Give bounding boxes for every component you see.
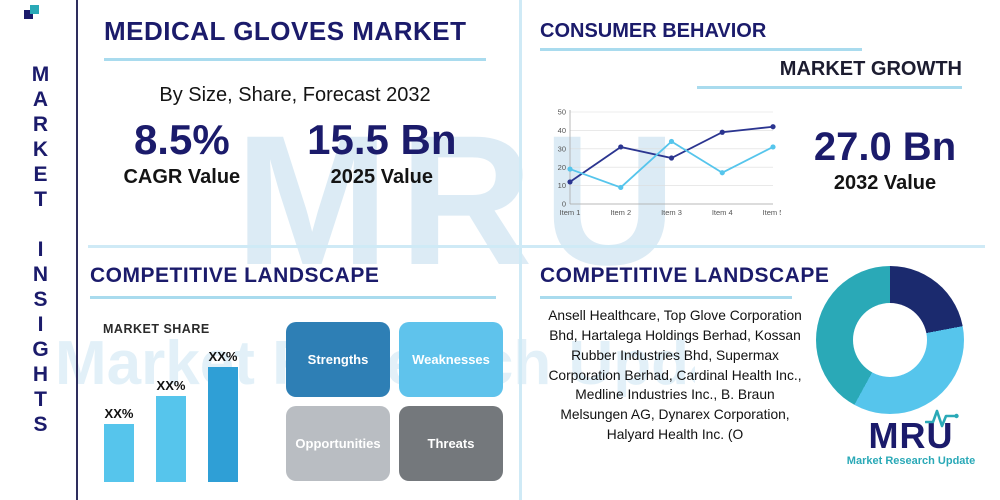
competitive-landscape-right-underline bbox=[540, 296, 792, 299]
logo-square-teal-icon bbox=[30, 5, 39, 14]
market-share-bar-group: XX% bbox=[156, 378, 186, 482]
value-2032-stat: 27.0 Bn 2032 Value bbox=[790, 124, 980, 195]
svg-text:40: 40 bbox=[558, 126, 566, 135]
value-2032-label: 2032 Value bbox=[833, 172, 937, 194]
svg-text:Item 5: Item 5 bbox=[763, 208, 781, 217]
market-share-bar-chart: XX% XX% XX% bbox=[104, 349, 238, 482]
svg-text:30: 30 bbox=[558, 144, 566, 153]
market-share-bar bbox=[156, 396, 186, 482]
market-share-bar-group: XX% bbox=[104, 406, 134, 482]
market-share-label: MARKET SHARE bbox=[103, 322, 210, 336]
market-growth-underline bbox=[697, 86, 962, 89]
market-share-bar bbox=[104, 424, 134, 482]
swot-strengths: Strengths bbox=[286, 322, 390, 397]
logo-square-navy-icon bbox=[24, 10, 33, 19]
value-2032: 27.0 Bn bbox=[813, 125, 957, 169]
competitive-landscape-left-underline bbox=[90, 296, 496, 299]
value-2025: 15.5 Bn bbox=[307, 116, 457, 163]
bar-value-label: XX% bbox=[208, 349, 238, 364]
swot-opportunities: Opportunities bbox=[286, 406, 390, 481]
consumer-behavior-section: CONSUMER BEHAVIOR MARKET GROWTH 0 10 20 30 4… bbox=[540, 14, 985, 239]
competitive-landscape-left-heading: COMPETITIVE LANDSCAPE bbox=[90, 264, 380, 287]
center-horizontal-divider bbox=[88, 245, 985, 248]
consumer-behavior-underline bbox=[540, 48, 862, 51]
market-growth-heading: MARKET GROWTH bbox=[779, 58, 962, 80]
companies-list: Ansell Healthcare, Top Glove Corporation… bbox=[548, 308, 802, 443]
title-underline bbox=[104, 58, 486, 61]
mru-logo-letters: MRU bbox=[868, 415, 954, 456]
sidebar-title: MARKET INSIGHTS bbox=[29, 62, 52, 438]
svg-text:Item 4: Item 4 bbox=[712, 208, 733, 217]
value-2025-stat: 15.5 Bn 2025 Value bbox=[307, 116, 456, 189]
watermark-text: MRU bbox=[235, 98, 687, 304]
mru-logo-tagline: Market Research Update bbox=[846, 455, 976, 467]
cagr-label: CAGR Value bbox=[123, 166, 241, 189]
swot-weaknesses: Weaknesses bbox=[399, 322, 503, 397]
svg-text:50: 50 bbox=[558, 108, 566, 117]
svg-text:0: 0 bbox=[562, 200, 566, 209]
bar-value-label: XX% bbox=[156, 378, 186, 393]
competitive-landscape-left-section: COMPETITIVE LANDSCAPE MARKET SHARE XX% XX… bbox=[90, 262, 503, 494]
center-vertical-divider bbox=[519, 0, 522, 500]
market-share-bar-group: XX% bbox=[208, 349, 238, 482]
cagr-value: 8.5% bbox=[133, 116, 230, 163]
swot-threats: Threats bbox=[399, 406, 503, 481]
value-2025-label: 2025 Value bbox=[330, 166, 433, 189]
bar-value-label: XX% bbox=[104, 406, 134, 421]
page-title: MEDICAL GLOVES MARKET bbox=[104, 16, 467, 46]
line-chart-svg: 0 10 20 30 40 50 Item 1 Item 2 Item 3 Item 4 Item … bbox=[558, 108, 784, 217]
svg-text:20: 20 bbox=[558, 163, 566, 172]
market-overview-section: MEDICAL GLOVES MARKET By Size, Share, Fo… bbox=[90, 14, 500, 234]
swot-grid: Strengths Weaknesses Opportunities Threa… bbox=[286, 322, 503, 481]
svg-text:Item 2: Item 2 bbox=[610, 208, 631, 217]
donut-hole bbox=[853, 303, 927, 377]
competitive-landscape-right-heading: COMPETITIVE LANDSCAPE bbox=[540, 264, 830, 287]
competitive-landscape-right-section: COMPETITIVE LANDSCAPE Ansell Healthcare,… bbox=[540, 262, 990, 498]
cagr-stat: 8.5% CAGR Value bbox=[123, 116, 240, 189]
logo-pulse-icon bbox=[925, 409, 960, 428]
svg-text:Item 1: Item 1 bbox=[560, 208, 581, 217]
consumer-behavior-heading: CONSUMER BEHAVIOR bbox=[540, 20, 767, 42]
stats-row: 8.5% CAGR Value 15.5 Bn 2025 Value bbox=[90, 116, 490, 189]
mru-logo: MRU Market Research Update bbox=[836, 409, 986, 467]
subtitle: By Size, Share, Forecast 2032 bbox=[159, 84, 431, 106]
sidebar-divider bbox=[76, 0, 78, 500]
sidebar: MARKET INSIGHTS bbox=[16, 0, 64, 500]
growth-line-chart: 0 10 20 30 40 50 Item 1 Item 2 Item 3 Item 4 Item … bbox=[546, 104, 784, 228]
svg-text:10: 10 bbox=[558, 181, 566, 190]
market-share-bar bbox=[208, 367, 238, 482]
corner-logo-icon bbox=[24, 5, 42, 23]
svg-text:Item 3: Item 3 bbox=[661, 208, 682, 217]
mru-logo-text: MRU bbox=[868, 409, 960, 456]
market-share-donut-chart bbox=[816, 266, 964, 414]
